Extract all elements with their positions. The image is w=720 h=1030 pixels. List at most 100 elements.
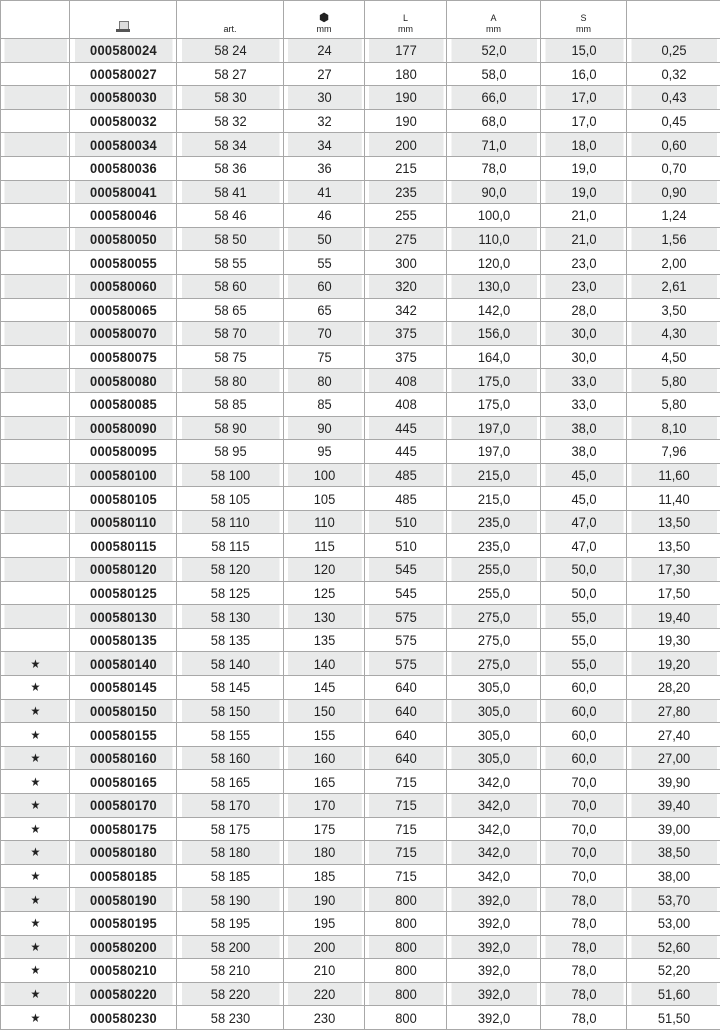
l-cell: 445 — [368, 416, 443, 440]
code-cell: 000580175 — [74, 817, 172, 841]
weight-cell: 17,30 — [630, 558, 716, 582]
weight-cell: 8,10 — [630, 416, 716, 440]
size-cell: 150 — [287, 699, 362, 723]
a-cell: 342,0 — [450, 794, 536, 818]
star-cell — [3, 251, 66, 275]
size-cell: 60 — [287, 274, 362, 298]
code-cell: 000580210 — [74, 959, 172, 983]
star-cell — [3, 322, 66, 346]
s-cell: 17,0 — [544, 86, 623, 110]
code-cell: 000580155 — [74, 723, 172, 747]
size-cell: 135 — [287, 628, 362, 652]
star-cell — [3, 440, 66, 464]
a-cell: 197,0 — [450, 416, 536, 440]
size-cell: 36 — [287, 156, 362, 180]
weight-cell: 13,50 — [630, 534, 716, 558]
a-cell: 58,0 — [450, 62, 536, 86]
l-cell: 640 — [368, 699, 443, 723]
weight-cell: 39,90 — [630, 770, 716, 794]
weight-cell: 52,20 — [630, 959, 716, 983]
size-cell: 170 — [287, 794, 362, 818]
size-cell: 55 — [287, 251, 362, 275]
s-cell: 55,0 — [544, 628, 623, 652]
s-cell: 78,0 — [544, 1006, 623, 1030]
star-cell — [3, 416, 66, 440]
s-cell: 16,0 — [544, 62, 623, 86]
star-cell: ★ — [3, 1006, 66, 1030]
a-cell: 275,0 — [450, 628, 536, 652]
star-cell — [3, 534, 66, 558]
weight-cell: 27,40 — [630, 723, 716, 747]
star-cell — [3, 510, 66, 534]
a-cell: 90,0 — [450, 180, 536, 204]
art-cell: 58 210 — [181, 959, 279, 983]
weight-cell: 13,50 — [630, 510, 716, 534]
weight-cell: 53,70 — [630, 888, 716, 912]
art-cell: 58 155 — [181, 723, 279, 747]
s-cell: 45,0 — [544, 487, 623, 511]
l-cell: 375 — [368, 322, 443, 346]
computer-icon — [116, 21, 130, 32]
star-cell — [3, 156, 66, 180]
s-cell: 17,0 — [544, 109, 623, 133]
l-label: L — [403, 13, 408, 23]
s-cell: 55,0 — [544, 652, 623, 676]
code-cell: 000580140 — [74, 652, 172, 676]
code-cell: 000580055 — [74, 251, 172, 275]
s-cell: 60,0 — [544, 723, 623, 747]
code-cell: 000580100 — [74, 463, 172, 487]
art-cell: 58 46 — [181, 204, 279, 228]
star-cell: ★ — [3, 770, 66, 794]
code-cell: 000580095 — [74, 440, 172, 464]
s-cell: 45,0 — [544, 463, 623, 487]
l-cell: 485 — [368, 463, 443, 487]
s-cell: 70,0 — [544, 817, 623, 841]
star-cell — [3, 109, 66, 133]
a-cell: 305,0 — [450, 746, 536, 770]
star-cell — [3, 392, 66, 416]
code-cell: 000580195 — [74, 911, 172, 935]
size-cell: 130 — [287, 605, 362, 629]
art-cell: 58 24 — [181, 39, 279, 63]
a-cell: 52,0 — [450, 39, 536, 63]
l-cell: 300 — [368, 251, 443, 275]
s-cell: 23,0 — [544, 251, 623, 275]
size-cell: 90 — [287, 416, 362, 440]
a-cell: 175,0 — [450, 369, 536, 393]
star-cell: ★ — [3, 864, 66, 888]
art-cell: 58 27 — [181, 62, 279, 86]
weight-cell: 2,00 — [630, 251, 716, 275]
l-cell: 180 — [368, 62, 443, 86]
weight-cell: 1,24 — [630, 204, 716, 228]
a-cell: 215,0 — [450, 463, 536, 487]
weight-cell: 3,50 — [630, 298, 716, 322]
l-cell: 575 — [368, 605, 443, 629]
a-cell: 235,0 — [450, 534, 536, 558]
s-cell: 50,0 — [544, 581, 623, 605]
l-cell: 545 — [368, 558, 443, 582]
s-label: S — [580, 13, 586, 23]
art-cell: 58 95 — [181, 440, 279, 464]
star-cell: ★ — [3, 652, 66, 676]
l-cell: 800 — [368, 888, 443, 912]
s-cell: 38,0 — [544, 440, 623, 464]
art-cell: 58 230 — [181, 1006, 279, 1030]
s-cell: 21,0 — [544, 227, 623, 251]
l-cell: 255 — [368, 204, 443, 228]
l-cell: 510 — [368, 534, 443, 558]
a-cell: 255,0 — [450, 558, 536, 582]
size-cell: 46 — [287, 204, 362, 228]
size-cell: 195 — [287, 911, 362, 935]
art-cell: 58 190 — [181, 888, 279, 912]
s-cell: 30,0 — [544, 322, 623, 346]
